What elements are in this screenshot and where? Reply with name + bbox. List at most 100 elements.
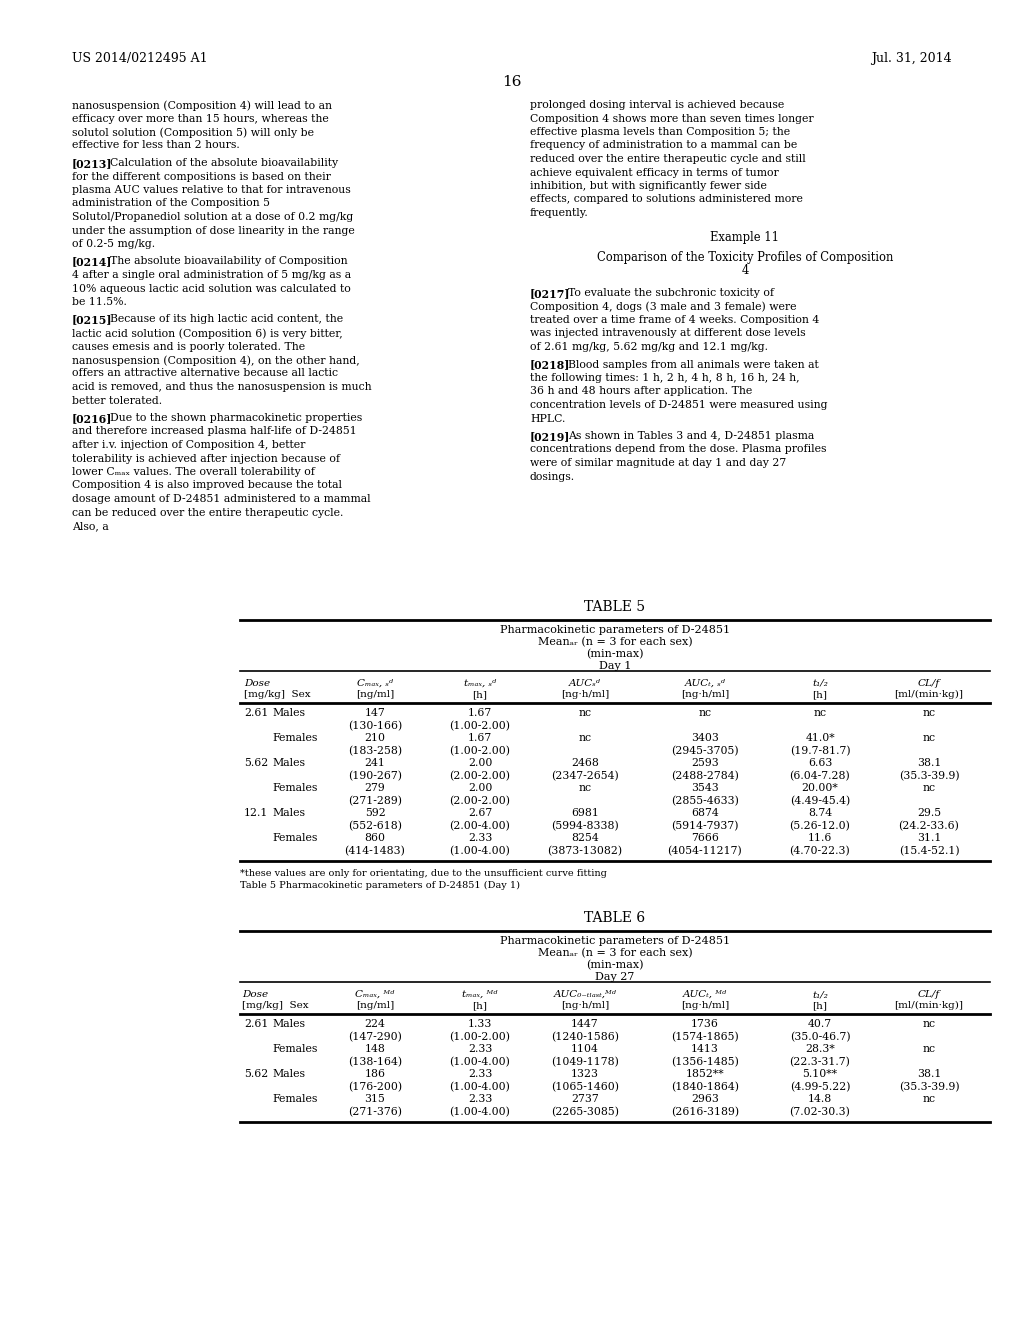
Text: (2.00-2.00): (2.00-2.00) <box>450 771 511 781</box>
Text: [ng·h/ml]: [ng·h/ml] <box>561 690 609 700</box>
Text: [ng·h/ml]: [ng·h/ml] <box>681 690 729 700</box>
Text: (1.00-4.00): (1.00-4.00) <box>450 1081 510 1092</box>
Text: 210: 210 <box>365 733 385 743</box>
Text: 2.00: 2.00 <box>468 758 493 768</box>
Text: [mg/kg]  Sex: [mg/kg] Sex <box>242 1001 308 1010</box>
Text: [h]: [h] <box>472 1001 487 1010</box>
Text: Because of its high lactic acid content, the: Because of its high lactic acid content,… <box>110 314 343 325</box>
Text: tₘₐₓ, ᴹᵈ: tₘₐₓ, ᴹᵈ <box>462 990 498 999</box>
Text: 592: 592 <box>365 808 385 818</box>
Text: 2.33: 2.33 <box>468 1094 493 1104</box>
Text: 2.00: 2.00 <box>468 783 493 793</box>
Text: Composition 4 is also improved because the total: Composition 4 is also improved because t… <box>72 480 342 491</box>
Text: nc: nc <box>813 708 826 718</box>
Text: nc: nc <box>698 708 712 718</box>
Text: of 0.2-5 mg/kg.: of 0.2-5 mg/kg. <box>72 239 155 249</box>
Text: (552-618): (552-618) <box>348 821 402 830</box>
Text: (19.7-81.7): (19.7-81.7) <box>790 746 850 756</box>
Text: 279: 279 <box>365 783 385 793</box>
Text: plasma AUC values relative to that for intravenous: plasma AUC values relative to that for i… <box>72 185 351 195</box>
Text: nc: nc <box>923 1019 936 1030</box>
Text: [mg/kg]  Sex: [mg/kg] Sex <box>244 690 310 700</box>
Text: (5.26-12.0): (5.26-12.0) <box>790 821 851 830</box>
Text: solutol solution (Composition 5) will only be: solutol solution (Composition 5) will on… <box>72 127 314 137</box>
Text: (2347-2654): (2347-2654) <box>551 771 618 781</box>
Text: nanosuspension (Composition 4), on the other hand,: nanosuspension (Composition 4), on the o… <box>72 355 359 366</box>
Text: 4: 4 <box>741 264 749 277</box>
Text: the following times: 1 h, 2 h, 4 h, 8 h, 16 h, 24 h,: the following times: 1 h, 2 h, 4 h, 8 h,… <box>530 374 800 383</box>
Text: 4 after a single oral administration of 5 mg/kg as a: 4 after a single oral administration of … <box>72 271 351 280</box>
Text: US 2014/0212495 A1: US 2014/0212495 A1 <box>72 51 208 65</box>
Text: nc: nc <box>579 783 592 793</box>
Text: 5.10**: 5.10** <box>803 1069 838 1078</box>
Text: 2.61: 2.61 <box>244 708 268 718</box>
Text: 2.33: 2.33 <box>468 833 493 843</box>
Text: (138-164): (138-164) <box>348 1056 402 1067</box>
Text: 1.67: 1.67 <box>468 708 493 718</box>
Text: nc: nc <box>923 708 936 718</box>
Text: [0214]: [0214] <box>72 256 113 268</box>
Text: 1413: 1413 <box>691 1044 719 1053</box>
Text: Males: Males <box>272 1019 305 1030</box>
Text: 5.62: 5.62 <box>244 1069 268 1078</box>
Text: [0216]: [0216] <box>72 413 113 424</box>
Text: (2488-2784): (2488-2784) <box>671 771 739 781</box>
Text: 41.0*: 41.0* <box>805 733 835 743</box>
Text: Cₘₐₓ, ₛᵈ: Cₘₐₓ, ₛᵈ <box>357 678 393 688</box>
Text: (176-200): (176-200) <box>348 1081 402 1092</box>
Text: (1.00-2.00): (1.00-2.00) <box>450 746 511 756</box>
Text: 2963: 2963 <box>691 1094 719 1104</box>
Text: (4.70-22.3): (4.70-22.3) <box>790 846 850 855</box>
Text: lower Cₘₐₓ values. The overall tolerability of: lower Cₘₐₓ values. The overall tolerabil… <box>72 467 314 477</box>
Text: 3403: 3403 <box>691 733 719 743</box>
Text: Pharmacokinetic parameters of D-24851: Pharmacokinetic parameters of D-24851 <box>500 936 730 946</box>
Text: AUCₜ, ᴹᵈ: AUCₜ, ᴹᵈ <box>683 990 727 999</box>
Text: (2.00-2.00): (2.00-2.00) <box>450 796 511 805</box>
Text: 241: 241 <box>365 758 385 768</box>
Text: 38.1: 38.1 <box>916 758 941 768</box>
Text: AUCₜ, ₛᵈ: AUCₜ, ₛᵈ <box>685 678 725 688</box>
Text: (414-1483): (414-1483) <box>344 846 406 855</box>
Text: 315: 315 <box>365 1094 385 1104</box>
Text: 148: 148 <box>365 1044 385 1053</box>
Text: lactic acid solution (Composition 6) is very bitter,: lactic acid solution (Composition 6) is … <box>72 327 343 338</box>
Text: Females: Females <box>272 833 317 843</box>
Text: 1323: 1323 <box>571 1069 599 1078</box>
Text: (24.2-33.6): (24.2-33.6) <box>899 821 959 830</box>
Text: Pharmacokinetic parameters of D-24851: Pharmacokinetic parameters of D-24851 <box>500 624 730 635</box>
Text: Females: Females <box>272 733 317 743</box>
Text: better tolerated.: better tolerated. <box>72 396 162 405</box>
Text: 38.1: 38.1 <box>916 1069 941 1078</box>
Text: causes emesis and is poorly tolerated. The: causes emesis and is poorly tolerated. T… <box>72 342 305 351</box>
Text: nc: nc <box>923 733 936 743</box>
Text: Males: Males <box>272 808 305 818</box>
Text: Females: Females <box>272 1044 317 1053</box>
Text: Composition 4, dogs (3 male and 3 female) were: Composition 4, dogs (3 male and 3 female… <box>530 301 797 312</box>
Text: concentration levels of D-24851 were measured using: concentration levels of D-24851 were mea… <box>530 400 827 411</box>
Text: 224: 224 <box>365 1019 385 1030</box>
Text: The absolute bioavailability of Composition: The absolute bioavailability of Composit… <box>110 256 347 267</box>
Text: 2593: 2593 <box>691 758 719 768</box>
Text: offers an attractive alternative because all lactic: offers an attractive alternative because… <box>72 368 338 379</box>
Text: [0215]: [0215] <box>72 314 113 326</box>
Text: reduced over the entire therapeutic cycle and still: reduced over the entire therapeutic cycl… <box>530 154 806 164</box>
Text: were of similar magnitude at day 1 and day 27: were of similar magnitude at day 1 and d… <box>530 458 786 469</box>
Text: (1.00-4.00): (1.00-4.00) <box>450 1106 510 1117</box>
Text: 5.62: 5.62 <box>244 758 268 768</box>
Text: [ml/(min·kg)]: [ml/(min·kg)] <box>895 690 964 700</box>
Text: Dose: Dose <box>244 678 270 688</box>
Text: Example 11: Example 11 <box>711 231 779 244</box>
Text: (2945-3705): (2945-3705) <box>671 746 738 756</box>
Text: (4.99-5.22): (4.99-5.22) <box>790 1081 850 1092</box>
Text: (2265-3085): (2265-3085) <box>551 1106 618 1117</box>
Text: [0213]: [0213] <box>72 158 113 169</box>
Text: frequently.: frequently. <box>530 209 589 218</box>
Text: 12.1: 12.1 <box>244 808 268 818</box>
Text: Cₘₐₓ, ᴹᵈ: Cₘₐₓ, ᴹᵈ <box>355 990 394 999</box>
Text: Comparison of the Toxicity Profiles of Composition: Comparison of the Toxicity Profiles of C… <box>597 251 893 264</box>
Text: [h]: [h] <box>472 690 487 700</box>
Text: 40.7: 40.7 <box>808 1019 833 1030</box>
Text: concentrations depend from the dose. Plasma profiles: concentrations depend from the dose. Pla… <box>530 445 826 454</box>
Text: (5914-7937): (5914-7937) <box>672 821 738 830</box>
Text: 2737: 2737 <box>571 1094 599 1104</box>
